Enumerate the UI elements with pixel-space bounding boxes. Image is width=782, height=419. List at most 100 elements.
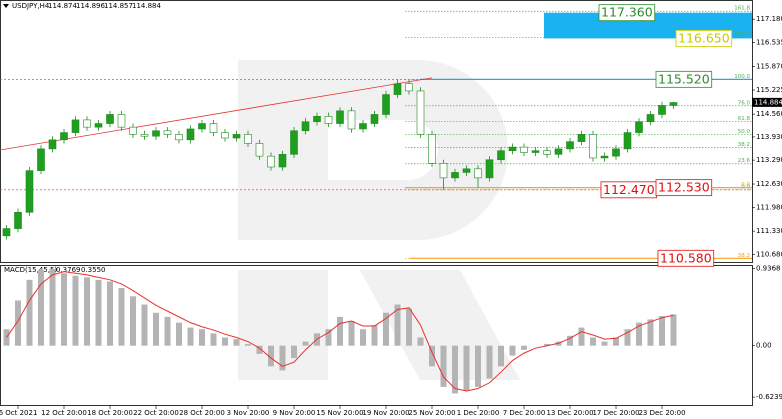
candle-body [244, 134, 252, 144]
fib-label: 38.2 [738, 142, 750, 148]
x-tick-label: 17 Dec 20:00 [592, 409, 639, 417]
candle-body [566, 141, 574, 150]
candle-body [347, 110, 356, 130]
candle-body [175, 134, 183, 141]
fib-label: 50.0 [738, 129, 751, 135]
price-annotation: 110.580 [657, 249, 715, 267]
candle-body [612, 148, 620, 157]
price-annotation: 116.650 [675, 29, 733, 47]
y-tick-label: 116.535 [756, 39, 782, 47]
candle-body [60, 132, 68, 141]
annotation-label: 110.580 [660, 250, 712, 265]
candle-body [543, 150, 551, 155]
candle-body [646, 114, 655, 123]
main-pane [0, 0, 753, 263]
candle-body [267, 155, 275, 168]
x-tick-label: 19 Nov 20:00 [362, 409, 409, 417]
candle-body [336, 110, 344, 124]
candle-body [485, 159, 494, 179]
macd-bar [452, 345, 458, 394]
fib-label: 76.0 [738, 100, 751, 106]
macd-pane [0, 265, 753, 406]
candle-body [669, 102, 678, 106]
annotation-label: 117.360 [601, 5, 653, 20]
macd-bar [210, 333, 217, 346]
macd-bar [544, 344, 550, 346]
candle-body [37, 148, 45, 171]
macd-bar [417, 337, 424, 346]
candle-body [635, 121, 643, 133]
candle-body [301, 121, 310, 132]
macd-bar [26, 279, 33, 346]
annotation-label: 112.470 [603, 182, 655, 197]
annotation-label: 112.530 [658, 180, 710, 195]
candle-body [359, 123, 367, 130]
macd-bar [636, 322, 642, 346]
menu-icon[interactable] [3, 4, 9, 8]
macd-signal: 0.3550 [81, 266, 106, 274]
macd-bar [348, 321, 355, 346]
candle-body [163, 130, 172, 135]
fib-label: 0.0 [741, 182, 750, 188]
macd-bar [107, 281, 113, 346]
macd-bar [578, 327, 585, 346]
macd-bar [268, 345, 274, 367]
y-tick-label: 113.930 [756, 133, 782, 141]
fib-label: 23.6 [738, 158, 751, 164]
open: 114.874 [48, 2, 77, 10]
current-price-label: 114.884 [754, 98, 782, 106]
candle-body [2, 228, 11, 237]
macd-bar [383, 312, 389, 346]
candle-body [531, 150, 540, 153]
candle-body [623, 132, 632, 150]
macd-bar [325, 329, 332, 346]
macd-bar [256, 345, 263, 354]
candle-body [278, 154, 287, 168]
macd-bar [647, 319, 654, 346]
candle-body [497, 150, 505, 161]
macd-bar [624, 329, 631, 346]
candle-body [221, 132, 229, 139]
candle-body [83, 119, 91, 128]
candle-body [25, 170, 34, 213]
candle-body [14, 211, 22, 229]
watermark [238, 60, 520, 380]
macd-bar [486, 345, 493, 379]
annotation-label: 115.520 [658, 71, 710, 86]
x-tick-label: 18 Oct 20:00 [87, 409, 133, 417]
candle-body [117, 114, 126, 128]
annotation-box [675, 29, 733, 47]
macd-bar [498, 345, 504, 367]
macd-bar [429, 345, 435, 367]
annotation-box [655, 70, 713, 88]
macd-bar [406, 308, 412, 346]
candle-body [554, 148, 563, 155]
x-tick-label: 15 Nov 20:00 [316, 409, 363, 417]
y-tick-label: 115.870 [756, 63, 782, 71]
fib-label: 138.2 [734, 32, 750, 38]
candle-body [416, 90, 425, 135]
low: 114.857 [104, 2, 133, 10]
signal-line [6, 271, 674, 392]
candle-body [209, 123, 218, 133]
annotation-box [598, 4, 656, 22]
macd-bar [590, 337, 596, 346]
candle-body [658, 105, 666, 115]
macd-bar [164, 316, 171, 346]
macd-title: MACD(15,45,5) [4, 266, 57, 274]
candle-body [577, 134, 586, 142]
annotation-label: 116.650 [678, 30, 730, 45]
candle-body [152, 130, 160, 137]
candle-body [94, 123, 103, 128]
candle-body [71, 119, 80, 133]
x-tick-label: 7 Dec 20:00 [503, 409, 546, 417]
macd-bar [153, 312, 159, 346]
candle-body [600, 155, 609, 159]
candle-body [290, 130, 298, 155]
fib-label: 61.8 [738, 116, 751, 122]
current-price-box [752, 97, 782, 107]
y-tick-label: 112.630 [756, 180, 782, 188]
candle-body [313, 115, 321, 123]
y-tick-label: 0.00 [756, 342, 772, 350]
